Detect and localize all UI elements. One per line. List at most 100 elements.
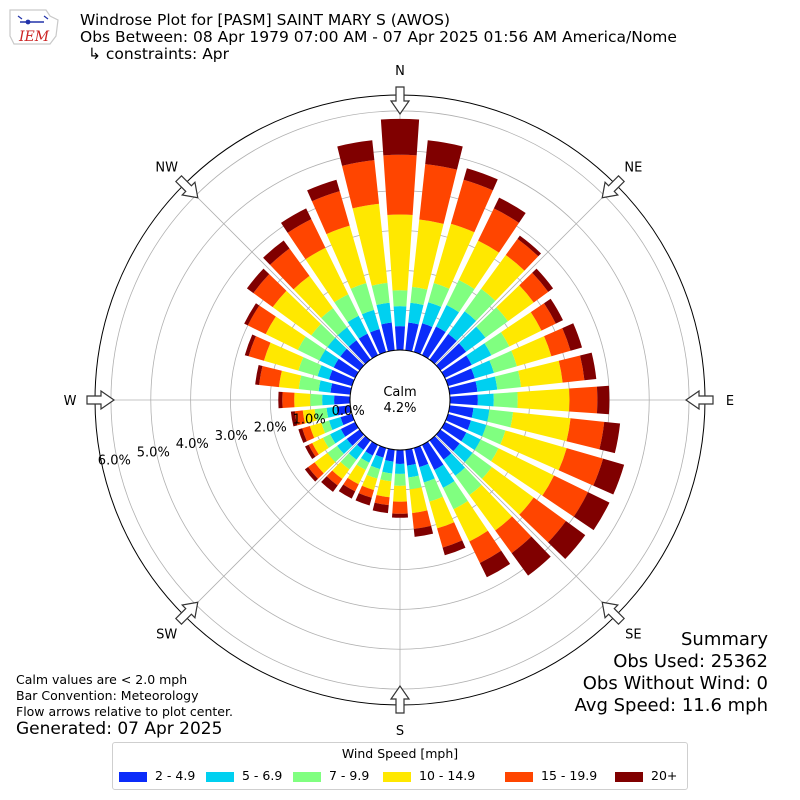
wind-bar <box>477 393 494 407</box>
wind-bar <box>259 365 282 388</box>
wind-bar <box>433 223 475 289</box>
wind-bar <box>458 240 499 290</box>
wind-bar <box>370 454 384 470</box>
wind-bar <box>558 448 604 486</box>
wind-bar <box>246 268 270 294</box>
wind-bar <box>365 441 379 456</box>
wind-bar <box>380 471 393 482</box>
wind-bar <box>244 303 260 326</box>
grid-spoke <box>435 435 616 616</box>
wind-bar <box>270 248 310 290</box>
wind-bar <box>380 118 420 156</box>
wind-bar <box>478 208 520 253</box>
flow-arrow <box>389 684 411 714</box>
wind-bar <box>308 443 319 457</box>
wind-bar <box>599 421 621 454</box>
wind-bar <box>544 328 571 357</box>
wind-bar <box>445 413 472 430</box>
wind-bar <box>278 370 302 390</box>
direction-label: SW <box>156 627 177 642</box>
wind-bar <box>496 285 534 322</box>
wind-bar <box>382 460 394 474</box>
wind-bar <box>244 334 256 357</box>
wind-bar <box>340 421 359 437</box>
wind-bar <box>326 406 338 418</box>
wind-bar <box>371 282 390 306</box>
wind-bar <box>505 238 539 271</box>
wind-bar <box>376 302 392 325</box>
wind-bar <box>471 407 490 422</box>
flow-arrow <box>684 389 714 411</box>
wind-bar <box>374 494 390 506</box>
wind-bar <box>491 448 555 496</box>
wind-bar <box>405 448 416 466</box>
flow-arrow <box>86 389 116 411</box>
wind-bar <box>394 326 406 351</box>
wind-bar <box>518 360 563 388</box>
bar-convention: Bar Convention: Meteorology <box>16 688 199 703</box>
wind-bar <box>347 464 366 485</box>
wind-bar <box>307 179 340 202</box>
wind-bar <box>422 302 442 327</box>
wind-bar <box>305 444 316 459</box>
wind-bar <box>409 487 428 514</box>
wind-bar <box>253 274 287 308</box>
wind-bar <box>441 421 467 442</box>
wind-bar <box>263 342 304 371</box>
wind-bar <box>500 430 567 471</box>
wind-bar <box>311 191 350 235</box>
wind-bar <box>293 275 333 319</box>
wind-bar <box>593 458 625 495</box>
wind-bar <box>298 428 307 443</box>
wind-bar <box>383 154 417 215</box>
wind-bar <box>334 294 359 323</box>
legend: Wind Speed [mph] 2 - 4.9 5 - 6.9 7 - 9.9… <box>112 742 688 790</box>
wind-bar <box>449 394 478 406</box>
legend-label: 20+ <box>651 768 678 783</box>
wind-bar <box>437 522 463 548</box>
legend-item: 5 - 6.9 <box>206 768 282 784</box>
wind-bar <box>282 391 295 409</box>
summary-obs-used: Obs Used: 25362 <box>613 651 768 672</box>
direction-label: W <box>64 394 77 409</box>
wind-bar <box>370 328 387 355</box>
wind-bar <box>530 303 556 331</box>
wind-bar <box>290 411 298 427</box>
wind-bar <box>311 323 336 348</box>
wind-bar <box>421 326 446 359</box>
wind-bar <box>413 525 434 537</box>
legend-item: 15 - 19.9 <box>505 768 597 784</box>
wind-bar <box>294 392 311 408</box>
flow-arrow <box>601 174 626 199</box>
direction-label: S <box>396 724 404 739</box>
flow-arrow-shape <box>684 389 714 411</box>
wind-bar <box>330 383 352 395</box>
wind-bar <box>391 513 409 518</box>
wind-bar <box>519 497 566 543</box>
wind-bar <box>448 405 474 418</box>
wind-bar <box>532 268 554 292</box>
wind-bar <box>495 516 532 554</box>
wind-bar <box>481 254 525 301</box>
wind-bar <box>326 470 343 486</box>
wind-bar <box>336 405 352 416</box>
flow-arrow-shape <box>389 86 411 116</box>
wind-bar <box>469 530 502 563</box>
wind-bar <box>547 521 586 559</box>
wind-bar <box>413 323 433 355</box>
wind-bar <box>501 312 542 347</box>
grid-spoke <box>184 435 365 616</box>
wind-bar <box>474 439 499 462</box>
wind-bar <box>347 315 368 339</box>
wind-bar <box>248 336 271 361</box>
wind-bar <box>255 365 263 385</box>
wind-bar <box>263 240 290 265</box>
legend-label: 2 - 4.9 <box>155 768 196 783</box>
flow-arrow-shape <box>174 174 199 199</box>
wind-bar <box>294 410 306 426</box>
wind-bar <box>338 484 356 499</box>
wind-bar <box>596 385 610 415</box>
wind-bar <box>429 333 457 364</box>
wind-bar <box>580 352 597 381</box>
wind-bar <box>544 298 563 324</box>
